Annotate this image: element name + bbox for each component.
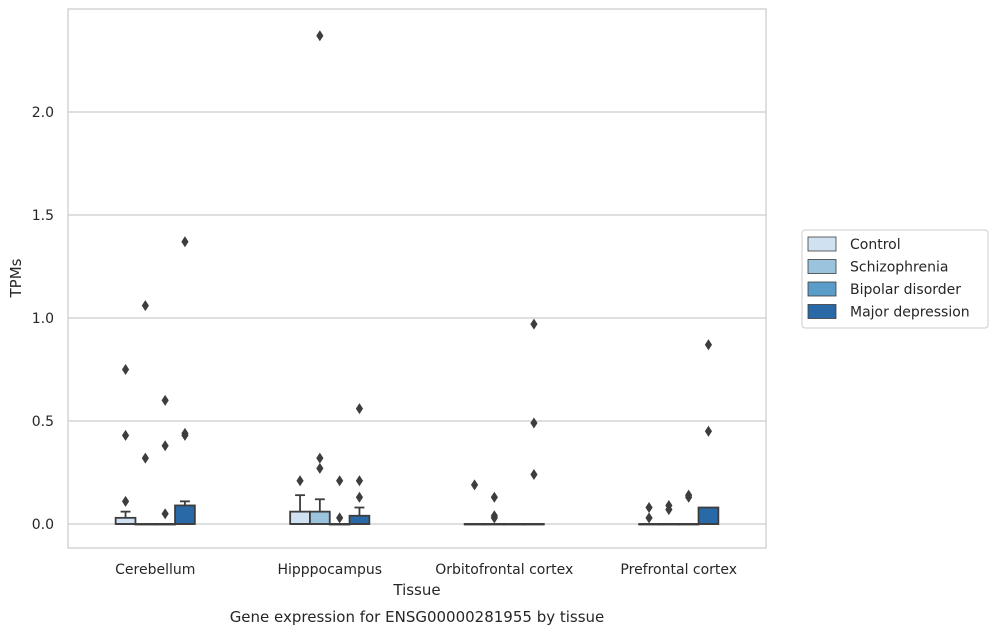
- outlier-point: [316, 30, 324, 42]
- outlier-point: [161, 394, 169, 406]
- outlier-point: [530, 318, 538, 330]
- x-axis-ticks: Cerebellum Hipppocampus Orbitofrontal cort…: [115, 562, 737, 578]
- box-rect: [348, 514, 371, 525]
- y-tick-label: 1.0: [32, 311, 54, 327]
- box-control: [114, 510, 137, 525]
- outlier-point: [181, 427, 189, 439]
- outliers: [121, 30, 713, 524]
- outlier-point: [645, 512, 653, 524]
- outlier-point: [121, 364, 130, 375]
- box-major-depression: [348, 506, 371, 525]
- outlier-point: [161, 508, 169, 520]
- outlier-point: [316, 452, 324, 464]
- legend-label: Control: [850, 237, 901, 253]
- box-schizophrenia: [658, 523, 680, 526]
- outlier-point: [121, 429, 130, 441]
- x-axis-label: Tissue: [392, 581, 440, 599]
- outlier-point: [336, 512, 344, 524]
- outlier-point: [665, 499, 673, 511]
- legend-swatch-major-depression: [807, 304, 837, 319]
- plot-background: [68, 9, 766, 548]
- outlier-point: [355, 491, 364, 503]
- legend-label: Major depression: [850, 305, 970, 321]
- outlier-point: [355, 403, 364, 415]
- x-tick-label: Orbitofrontal cortex: [435, 562, 573, 578]
- box-major-depression: [697, 506, 720, 525]
- outlier-point: [355, 475, 364, 487]
- outlier-point: [704, 425, 713, 437]
- y-tick-label: 2.0: [32, 105, 54, 121]
- y-tick-label: 0.0: [32, 517, 54, 533]
- outlier-point: [181, 236, 189, 248]
- box-major-depression: [523, 523, 545, 526]
- boxes: [114, 494, 720, 526]
- chart-caption: Gene expression for ENSG00000281955 by t…: [230, 608, 605, 626]
- y-axis-ticks: 0.0 0.5 1.0 1.5 2.0: [32, 105, 54, 533]
- box-schizophrenia: [309, 498, 331, 525]
- outlier-point: [141, 300, 149, 312]
- box-bipolar-disorder: [154, 523, 176, 526]
- box-bipolar-disorder: [503, 523, 525, 526]
- outlier-point: [316, 462, 324, 474]
- outlier-point: [470, 479, 479, 491]
- box-rect: [697, 506, 720, 525]
- box-rect: [174, 504, 196, 525]
- box-bipolar-disorder: [328, 523, 351, 526]
- box-rect: [114, 516, 137, 525]
- x-tick-label: Cerebellum: [115, 562, 195, 578]
- box-rect: [289, 510, 311, 525]
- plot-frame: [67, 8, 767, 549]
- box-rect: [309, 510, 331, 525]
- outlier-point: [685, 489, 693, 501]
- y-tick-label: 1.5: [32, 208, 54, 224]
- outlier-point: [490, 491, 498, 503]
- outlier-point: [141, 452, 149, 464]
- y-axis-label: TPMs: [7, 258, 25, 298]
- outlier-point: [530, 469, 538, 481]
- box-control: [463, 523, 486, 526]
- outlier-point: [121, 495, 130, 507]
- legend-swatch-schizophrenia: [807, 259, 837, 274]
- box-schizophrenia: [483, 523, 506, 526]
- x-tick-label: Prefrontal cortex: [620, 562, 737, 578]
- box-control: [638, 523, 660, 526]
- x-tick-label: Hipppocampus: [277, 562, 382, 578]
- outlier-point: [490, 510, 498, 522]
- legend-label: Bipolar disorder: [850, 282, 961, 298]
- outlier-point: [530, 417, 538, 429]
- box-major-depression: [174, 500, 196, 525]
- outlier-point: [645, 502, 653, 514]
- outlier-point: [161, 440, 169, 452]
- outlier-point: [296, 475, 304, 487]
- y-tick-label: 0.5: [32, 414, 54, 430]
- outlier-point: [336, 475, 344, 487]
- legend-frame: [801, 229, 989, 329]
- box-schizophrenia: [134, 523, 157, 526]
- legend: Control Schizophrenia Bipolar disorder Majo…: [801, 229, 989, 329]
- legend-swatch-bipolar-disorder: [807, 281, 837, 297]
- legend-label: Schizophrenia: [850, 260, 948, 276]
- box-bipolar-disorder: [677, 523, 700, 526]
- outlier-point: [704, 339, 713, 351]
- legend-swatch-control: [807, 236, 837, 252]
